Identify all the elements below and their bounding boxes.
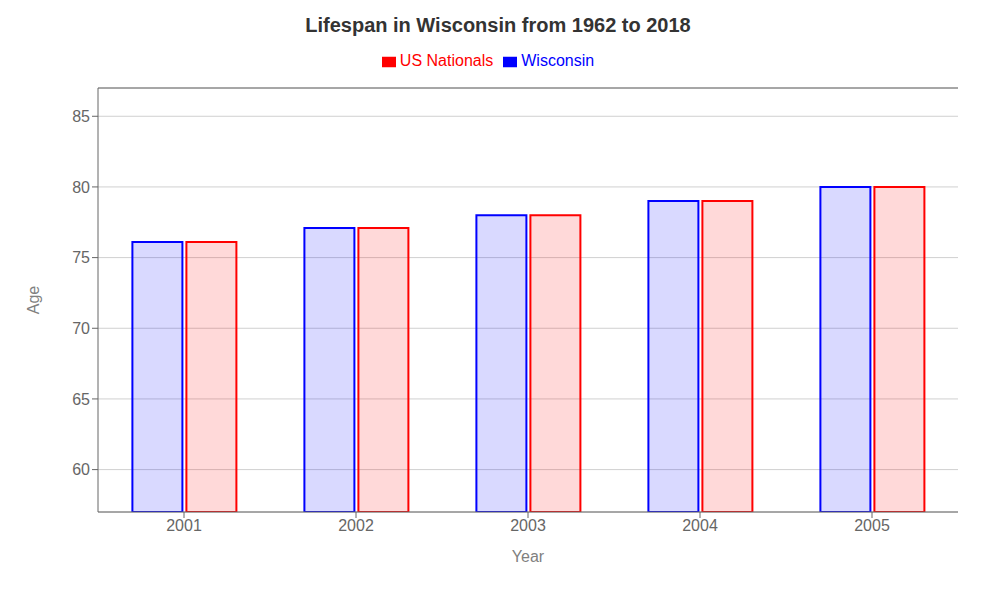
svg-text:85: 85 — [72, 108, 90, 125]
svg-text:2002: 2002 — [338, 517, 374, 534]
svg-text:2003: 2003 — [510, 517, 546, 534]
svg-text:80: 80 — [72, 179, 90, 196]
svg-text:Age: Age — [25, 286, 42, 315]
svg-text:Year: Year — [512, 548, 545, 565]
svg-text:75: 75 — [72, 249, 90, 266]
svg-text:60: 60 — [72, 461, 90, 478]
svg-text:70: 70 — [72, 320, 90, 337]
svg-text:2004: 2004 — [682, 517, 718, 534]
html-text:US Nationals: US Nationals — [399, 52, 494, 69]
svg-text:2001: 2001 — [166, 517, 202, 534]
svg-text:65: 65 — [72, 391, 90, 408]
html-text:Wisconsin: Wisconsin — [521, 52, 595, 69]
html-text:Lifespan in Wisconsin from 196: Lifespan in Wisconsin from 1962 to 2018 — [305, 14, 691, 36]
svg-text:2005: 2005 — [854, 517, 890, 534]
